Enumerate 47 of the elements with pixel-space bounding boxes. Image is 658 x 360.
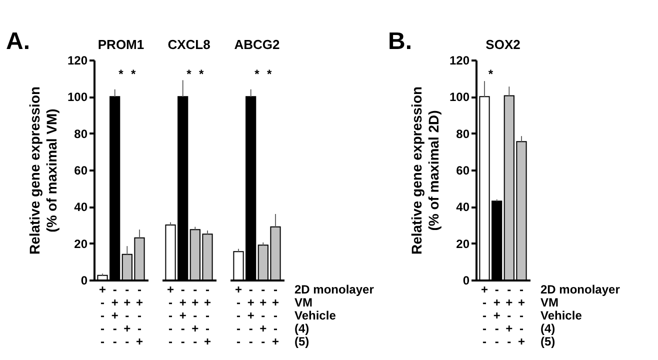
x-tick-label: - + - - + xyxy=(204,282,211,348)
y-axis-title: Relative gene expression (% of maximal VM) xyxy=(26,86,60,255)
x-tick-label: - + - + - xyxy=(260,282,267,348)
x-tick-label: - + - + - xyxy=(192,282,199,348)
x-tick-label: - + + - - xyxy=(179,282,186,348)
y-tick-label: 100 xyxy=(449,90,470,104)
y-tick-label: 0 xyxy=(80,274,88,288)
x-tick-label: - + + - - xyxy=(247,282,254,348)
x-axis-title: 2D monolayer VM Vehicle (4) (5) xyxy=(294,282,374,348)
chart-title: CXCL8 xyxy=(168,37,210,52)
x-tick-label: + - - - - xyxy=(167,282,174,348)
x-tick-label: - + - + - xyxy=(124,282,131,348)
x-axis-title: 2D monolayer VM Vehicle (4) (5) xyxy=(540,282,620,348)
y-tick-label: 60 xyxy=(74,164,88,178)
y-tick-label: 120 xyxy=(449,54,470,68)
y-tick-label: 20 xyxy=(456,236,470,251)
y-tick-label: 60 xyxy=(456,164,470,178)
annotation: * xyxy=(488,67,494,81)
y-axis-title: Relative gene expression (% of maximal 2D) xyxy=(408,86,442,255)
chart-title: ABCG2 xyxy=(234,37,280,52)
annotation: * xyxy=(266,67,272,81)
annotation: * xyxy=(254,67,260,81)
y-tick-label: 120 xyxy=(67,54,88,68)
chart-title: PROM1 xyxy=(98,37,144,52)
x-tick-label: - + - - + xyxy=(518,282,525,348)
annotation: * xyxy=(130,67,136,81)
chart-title: SOX2 xyxy=(486,37,520,52)
y-tick-label: 40 xyxy=(456,200,470,214)
text: A. xyxy=(6,28,30,55)
y-tick-label: 40 xyxy=(74,200,88,214)
x-tick-label: - + - - + xyxy=(136,282,143,348)
y-tick-label: 100 xyxy=(67,90,88,104)
x-tick-label: + - - - - xyxy=(235,282,242,348)
x-tick-label: - + - + - xyxy=(506,282,513,348)
y-tick-label: 20 xyxy=(74,236,88,251)
annotation: * xyxy=(118,67,124,81)
y-tick-label: 80 xyxy=(74,126,88,141)
annotation: * xyxy=(186,67,192,81)
x-tick-label: - + - - + xyxy=(272,282,279,348)
y-tick-label: 80 xyxy=(456,126,470,141)
text: B. xyxy=(388,28,412,55)
x-tick-label: - + + - - xyxy=(111,282,118,348)
x-tick-label: + - - - - xyxy=(99,282,106,348)
x-tick-label: - + + - - xyxy=(493,282,500,348)
y-tick-label: 0 xyxy=(462,274,470,288)
x-tick-label: + - - - - xyxy=(481,282,488,348)
annotation: * xyxy=(198,67,204,81)
